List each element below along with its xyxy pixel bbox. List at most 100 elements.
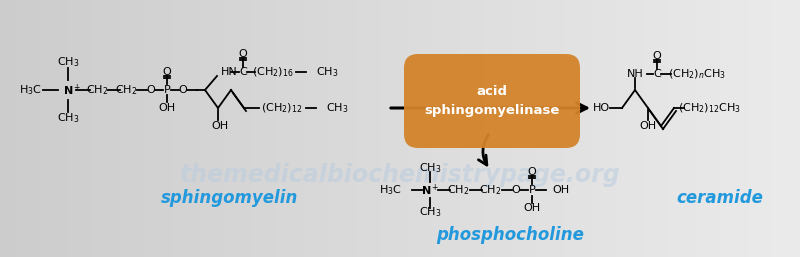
- Text: CH$_3$: CH$_3$: [57, 55, 79, 69]
- Bar: [304, 0, 309, 257]
- Bar: [752, 0, 757, 257]
- Bar: [768, 0, 773, 257]
- Bar: [640, 0, 645, 257]
- Bar: [524, 0, 529, 257]
- Text: C: C: [239, 67, 247, 77]
- FancyBboxPatch shape: [404, 54, 580, 148]
- Bar: [60, 0, 65, 257]
- Bar: [632, 0, 637, 257]
- Bar: [608, 0, 613, 257]
- Text: CH$_3$: CH$_3$: [57, 111, 79, 125]
- Bar: [564, 0, 569, 257]
- Text: H$_3$C: H$_3$C: [19, 83, 42, 97]
- Bar: [452, 0, 457, 257]
- Bar: [576, 0, 581, 257]
- Bar: [596, 0, 601, 257]
- Bar: [504, 0, 509, 257]
- Bar: [716, 0, 721, 257]
- Bar: [520, 0, 525, 257]
- Bar: [216, 0, 221, 257]
- Bar: [248, 0, 253, 257]
- Bar: [604, 0, 609, 257]
- Bar: [400, 0, 405, 257]
- Bar: [280, 0, 285, 257]
- Bar: [212, 0, 217, 257]
- Bar: [440, 0, 445, 257]
- Text: HO: HO: [593, 103, 610, 113]
- Bar: [268, 0, 273, 257]
- Text: acid
sphingomyelinase: acid sphingomyelinase: [424, 85, 560, 117]
- Text: (CH$_2$)$_n$CH$_3$: (CH$_2$)$_n$CH$_3$: [668, 67, 726, 81]
- Bar: [760, 0, 765, 257]
- Bar: [536, 0, 541, 257]
- Bar: [20, 0, 25, 257]
- Bar: [184, 0, 189, 257]
- Bar: [744, 0, 749, 257]
- Bar: [612, 0, 617, 257]
- Bar: [44, 0, 49, 257]
- Bar: [796, 0, 800, 257]
- Bar: [404, 0, 409, 257]
- Bar: [0, 0, 5, 257]
- Bar: [472, 0, 477, 257]
- Bar: [372, 0, 377, 257]
- Text: OH: OH: [211, 121, 229, 131]
- Text: CH$_2$: CH$_2$: [479, 183, 501, 197]
- Bar: [292, 0, 297, 257]
- Bar: [420, 0, 425, 257]
- Bar: [356, 0, 361, 257]
- Bar: [220, 0, 225, 257]
- Bar: [28, 0, 33, 257]
- Bar: [696, 0, 701, 257]
- Text: OH: OH: [523, 203, 541, 213]
- Text: phosphocholine: phosphocholine: [436, 226, 584, 244]
- Bar: [352, 0, 357, 257]
- Bar: [464, 0, 469, 257]
- Bar: [584, 0, 589, 257]
- Bar: [80, 0, 85, 257]
- Bar: [620, 0, 625, 257]
- Bar: [484, 0, 489, 257]
- Bar: [140, 0, 145, 257]
- Text: themedicalbiochemistrypage.org: themedicalbiochemistrypage.org: [180, 163, 620, 187]
- Bar: [288, 0, 293, 257]
- Text: CH$_2$: CH$_2$: [86, 83, 108, 97]
- Bar: [56, 0, 61, 257]
- Bar: [116, 0, 121, 257]
- FancyArrowPatch shape: [478, 134, 489, 165]
- Bar: [380, 0, 385, 257]
- Bar: [8, 0, 13, 257]
- Bar: [204, 0, 209, 257]
- Bar: [732, 0, 737, 257]
- Bar: [68, 0, 73, 257]
- Bar: [424, 0, 429, 257]
- Text: OH: OH: [639, 121, 657, 131]
- Bar: [124, 0, 129, 257]
- Bar: [552, 0, 557, 257]
- Bar: [364, 0, 369, 257]
- Text: N$^+$: N$^+$: [63, 82, 82, 98]
- Text: P: P: [164, 85, 170, 95]
- Bar: [340, 0, 345, 257]
- Bar: [444, 0, 449, 257]
- Bar: [132, 0, 137, 257]
- Bar: [128, 0, 133, 257]
- Bar: [728, 0, 733, 257]
- Bar: [180, 0, 185, 257]
- Bar: [376, 0, 381, 257]
- Bar: [528, 0, 533, 257]
- Bar: [272, 0, 277, 257]
- Text: CH$_3$: CH$_3$: [418, 205, 442, 219]
- Text: O: O: [528, 167, 536, 177]
- Text: OH: OH: [158, 103, 175, 113]
- Bar: [708, 0, 713, 257]
- Bar: [36, 0, 41, 257]
- Bar: [88, 0, 93, 257]
- Bar: [144, 0, 149, 257]
- Bar: [348, 0, 353, 257]
- Bar: [592, 0, 597, 257]
- Bar: [76, 0, 81, 257]
- Text: NH: NH: [626, 69, 643, 79]
- Bar: [236, 0, 241, 257]
- Bar: [512, 0, 517, 257]
